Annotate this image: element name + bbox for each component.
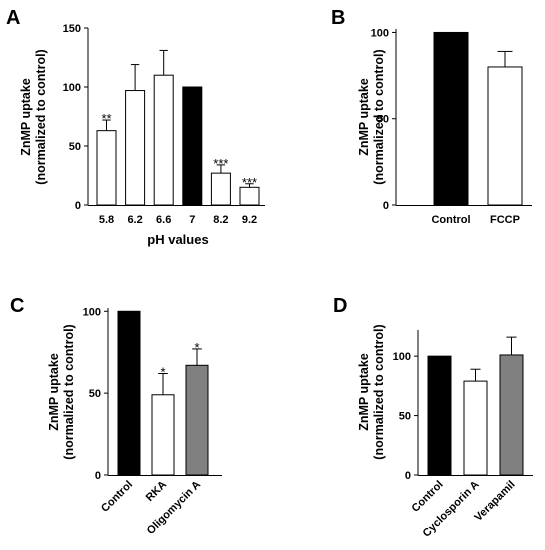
y-axis-title: ZnMP uptake(normalized to control)	[47, 324, 76, 459]
significance-label: *	[160, 364, 165, 379]
x-axis-title: pH values	[147, 232, 208, 247]
x-tick-label: Control	[99, 479, 135, 515]
bar	[239, 186, 260, 206]
bar	[185, 364, 209, 476]
chart-panel-c: C ZnMP uptake(normalized to control) 0 50 10…	[10, 295, 222, 537]
chart-panel-d: D ZnMP uptake(normalized to control) 0 50 10…	[333, 295, 533, 540]
y-tick-label: 50	[69, 141, 81, 153]
panel-label: C	[10, 295, 24, 317]
bar	[117, 310, 141, 476]
y-tick-label: 0	[75, 200, 81, 212]
bar	[210, 172, 231, 206]
y-tick-label: 100	[371, 27, 389, 39]
bar	[427, 355, 452, 476]
bar	[96, 130, 117, 206]
y-axis-title-line: (normalized to control)	[372, 324, 386, 459]
panel-label: B	[331, 7, 345, 29]
significance-label: *	[194, 340, 199, 355]
significance-label: ***	[242, 175, 257, 190]
x-tick-label: 8.2	[213, 214, 228, 226]
y-tick-label: 0	[383, 200, 389, 212]
significance-label: ***	[213, 156, 228, 171]
chart-panel-a: A ZnMP uptake(normalized to control) 0 50 10…	[6, 7, 265, 247]
y-tick-label: 50	[399, 411, 411, 423]
y-axis-title-line: ZnMP uptake	[357, 78, 371, 156]
y-axis-title-line: ZnMP uptake	[19, 78, 33, 156]
x-tick-label: Control	[431, 214, 470, 226]
x-tick-label: Control	[409, 479, 445, 515]
x-tick-label: 6.2	[127, 214, 142, 226]
y-tick-label: 0	[405, 470, 411, 482]
y-axis-title-line: ZnMP uptake	[47, 353, 61, 431]
y-axis-title-line: (normalized to control)	[34, 49, 48, 184]
y-tick-label: 50	[377, 114, 389, 126]
chart-panel-b: B ZnMP uptake(normalized to control) 0 50 10…	[331, 7, 532, 226]
y-axis-title-line: ZnMP uptake	[357, 353, 371, 431]
y-tick-label: 0	[95, 470, 101, 482]
bar	[487, 66, 523, 206]
y-tick-label: 100	[63, 82, 81, 94]
x-tick-label: 5.8	[99, 214, 114, 226]
panel-label: A	[6, 7, 20, 29]
y-axis-title: ZnMP uptake(normalized to control)	[357, 324, 386, 459]
x-tick-label: 7	[189, 214, 195, 226]
y-axis-title-line: (normalized to control)	[372, 49, 386, 184]
y-axis-title: ZnMP uptake(normalized to control)	[19, 49, 48, 184]
y-tick-label: 150	[63, 23, 81, 35]
x-tick-label: RKA	[144, 479, 169, 504]
y-tick-label: 100	[393, 351, 411, 363]
bar	[153, 74, 174, 206]
bar	[499, 354, 524, 476]
x-tick-label: 9.2	[242, 214, 257, 226]
x-tick-label: FCCP	[490, 214, 520, 226]
bar	[151, 394, 175, 476]
bar	[433, 31, 469, 206]
y-axis-title-line: (normalized to control)	[62, 324, 76, 459]
y-tick-label: 50	[89, 388, 101, 400]
bar	[182, 86, 203, 206]
x-tick-label: 6.6	[156, 214, 171, 226]
y-axis-title: ZnMP uptake(normalized to control)	[357, 49, 386, 184]
y-tick-label: 100	[83, 306, 101, 318]
bar	[125, 90, 146, 206]
significance-label: **	[101, 111, 111, 126]
bar	[463, 380, 488, 476]
panel-label: D	[333, 295, 347, 317]
